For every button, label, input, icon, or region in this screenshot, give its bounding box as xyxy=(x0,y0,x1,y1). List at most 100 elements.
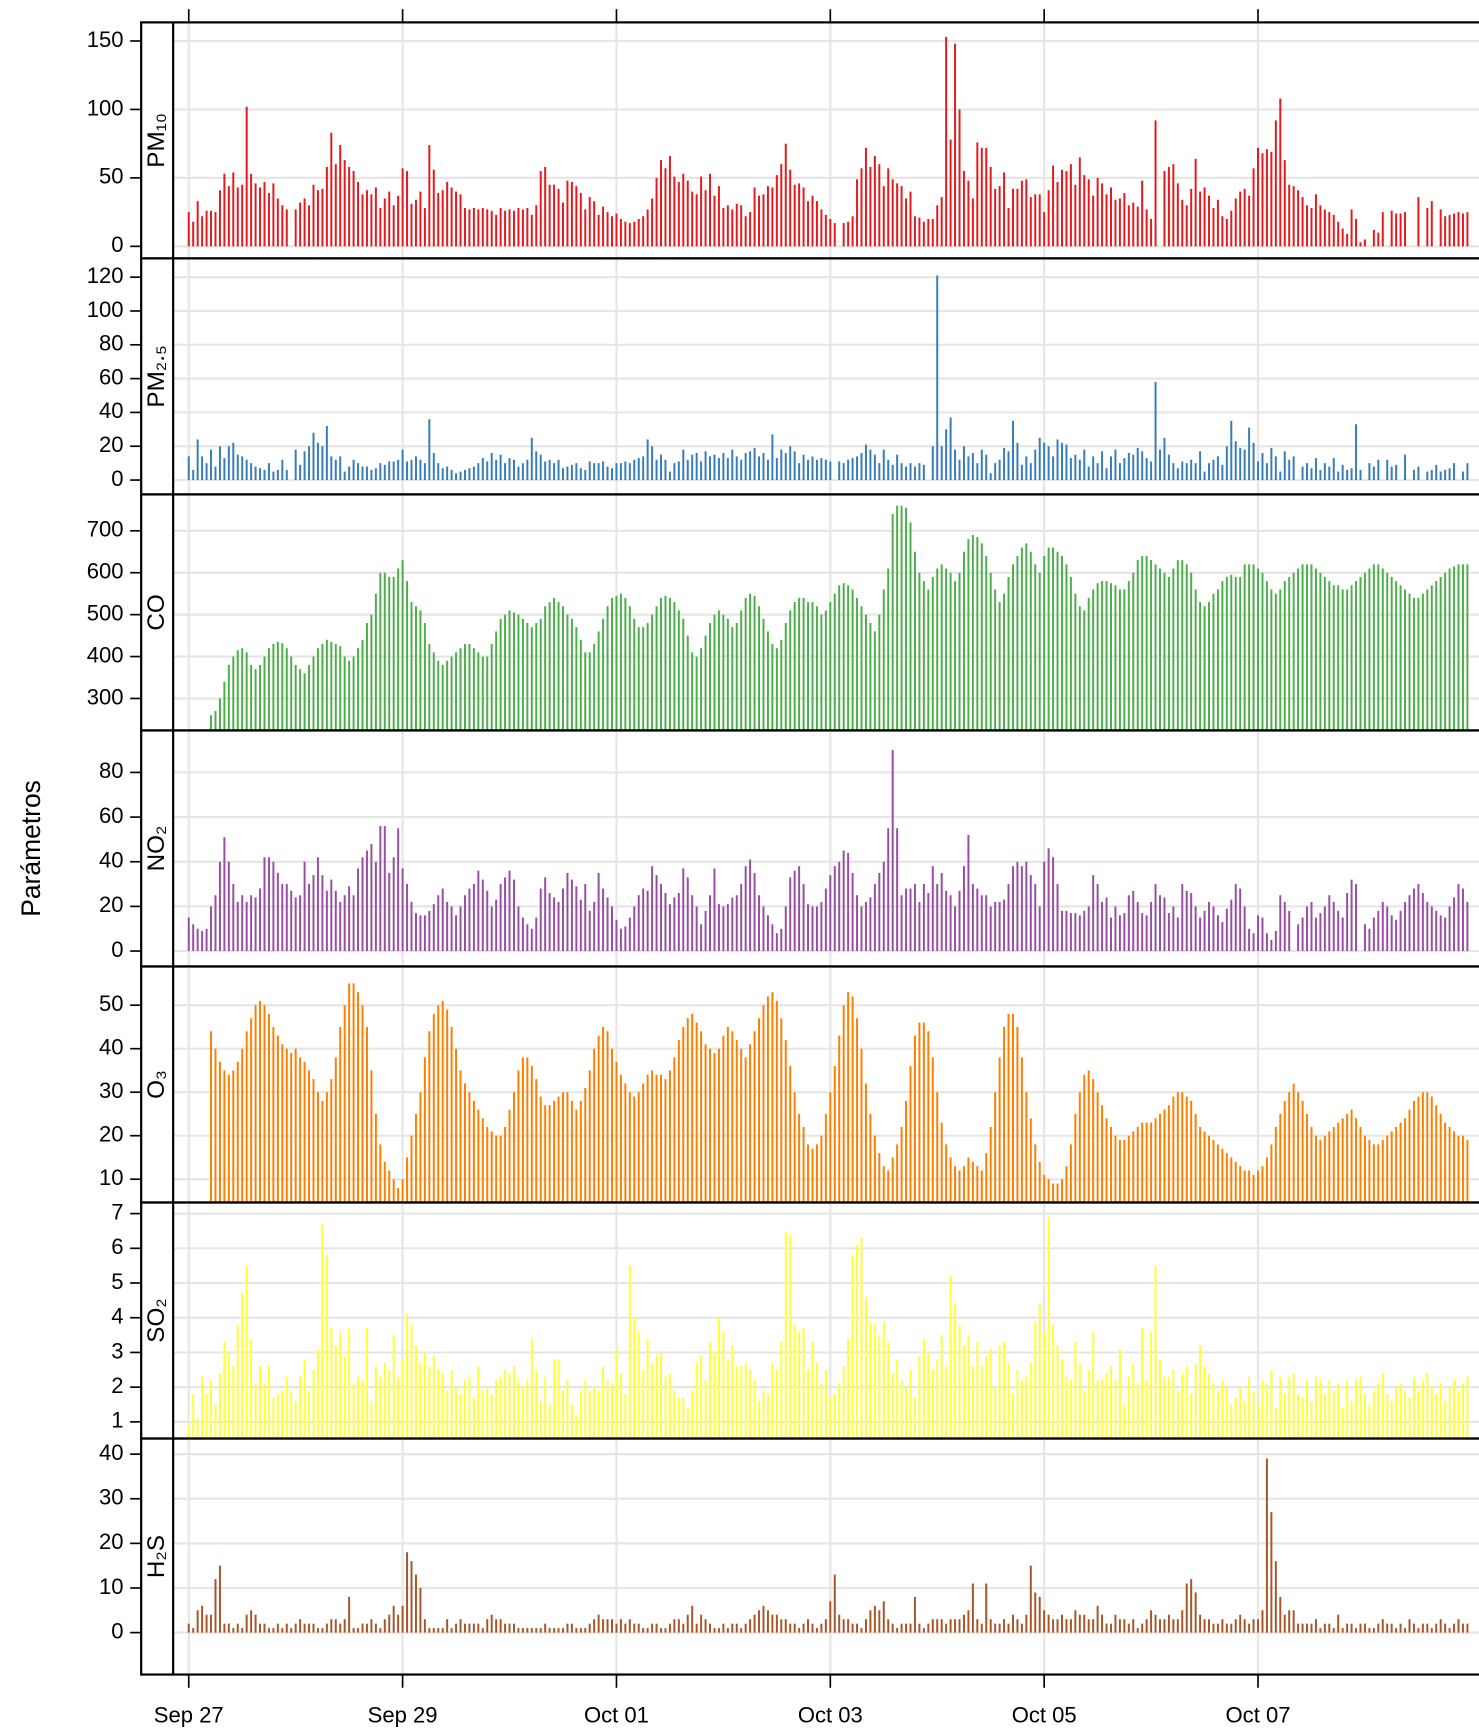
bar xyxy=(735,456,738,481)
y-tick-label: 80 xyxy=(99,758,124,783)
bar xyxy=(717,1048,720,1203)
bar xyxy=(1038,572,1041,731)
bar xyxy=(1257,461,1260,481)
bar xyxy=(962,551,965,731)
bar xyxy=(802,1127,805,1203)
panel-label: CO xyxy=(143,594,170,630)
bar xyxy=(980,1366,983,1439)
bar xyxy=(308,1390,311,1439)
bar xyxy=(432,169,435,247)
bar xyxy=(851,996,854,1203)
bar xyxy=(1056,182,1059,247)
bar xyxy=(717,1628,720,1633)
bar xyxy=(940,1619,943,1633)
bar xyxy=(660,1628,663,1633)
bar xyxy=(931,1057,934,1203)
bar xyxy=(713,454,716,481)
bar xyxy=(1069,1144,1072,1203)
bar xyxy=(1404,589,1407,731)
bar xyxy=(1359,1623,1362,1633)
bar xyxy=(539,1628,542,1633)
bar xyxy=(1110,1366,1112,1439)
bar xyxy=(455,915,458,952)
bar xyxy=(611,468,613,481)
bar xyxy=(793,1092,796,1203)
bar xyxy=(499,1619,502,1633)
bar xyxy=(637,218,640,247)
bar xyxy=(980,543,983,731)
bar xyxy=(1047,848,1050,952)
bar xyxy=(709,1048,712,1203)
bar xyxy=(1123,1404,1126,1439)
bar xyxy=(1292,1610,1295,1633)
bar xyxy=(521,1387,524,1439)
bar xyxy=(1123,458,1126,481)
bar xyxy=(905,1623,908,1633)
bar xyxy=(642,456,645,481)
bar xyxy=(334,459,337,481)
bar xyxy=(1056,884,1059,952)
bar xyxy=(807,201,810,247)
bar xyxy=(1448,468,1451,481)
bar xyxy=(1252,1619,1255,1633)
bar xyxy=(860,606,863,731)
bar xyxy=(1132,1619,1135,1633)
bar xyxy=(1225,1153,1228,1203)
bar xyxy=(847,1619,850,1633)
bar xyxy=(1292,572,1295,731)
bar xyxy=(1025,1614,1028,1633)
x-tick-label: Oct 03 xyxy=(798,1702,863,1727)
bar xyxy=(1310,468,1313,481)
bar xyxy=(913,1397,916,1439)
bar xyxy=(1363,1394,1366,1439)
bar xyxy=(735,895,738,952)
bar xyxy=(267,648,270,731)
bar xyxy=(254,897,257,952)
bar xyxy=(753,1380,756,1439)
bar xyxy=(1052,1324,1055,1439)
bar xyxy=(838,1383,841,1439)
bar xyxy=(1381,1619,1384,1633)
bar xyxy=(1069,164,1072,247)
bar xyxy=(472,1623,475,1633)
y-tick-label: 60 xyxy=(99,803,124,828)
bar xyxy=(1368,1628,1371,1633)
bar xyxy=(201,1376,204,1439)
bar xyxy=(263,469,266,481)
bar xyxy=(1346,234,1349,247)
bar xyxy=(1381,901,1384,952)
bar xyxy=(758,895,761,952)
bar xyxy=(1096,1605,1099,1633)
bar xyxy=(775,1369,778,1439)
bar xyxy=(1453,213,1456,247)
bar xyxy=(851,458,854,481)
bar xyxy=(312,184,315,247)
bar xyxy=(392,1179,395,1203)
bar xyxy=(1306,1113,1309,1203)
bar xyxy=(1372,229,1375,247)
bar xyxy=(1386,1394,1389,1439)
bar xyxy=(477,652,480,731)
bar xyxy=(1145,915,1148,952)
bar xyxy=(1297,1623,1300,1633)
bar xyxy=(245,901,248,952)
bar xyxy=(281,1390,284,1439)
bar xyxy=(1110,1623,1112,1633)
bar xyxy=(1341,1407,1344,1439)
y-tick-label: 5 xyxy=(111,1269,123,1294)
bar xyxy=(325,425,328,481)
bar xyxy=(365,466,368,481)
bar xyxy=(584,469,587,481)
bar xyxy=(695,656,698,731)
bar xyxy=(891,464,894,481)
bar xyxy=(1159,1113,1161,1203)
bar xyxy=(873,1135,876,1203)
bar xyxy=(1274,1561,1277,1633)
bar xyxy=(611,1048,613,1203)
bar xyxy=(1314,458,1317,481)
bar xyxy=(686,1614,689,1633)
bar xyxy=(655,1074,658,1203)
bar xyxy=(905,888,908,952)
bar xyxy=(1154,1118,1157,1203)
bar xyxy=(1444,572,1447,731)
